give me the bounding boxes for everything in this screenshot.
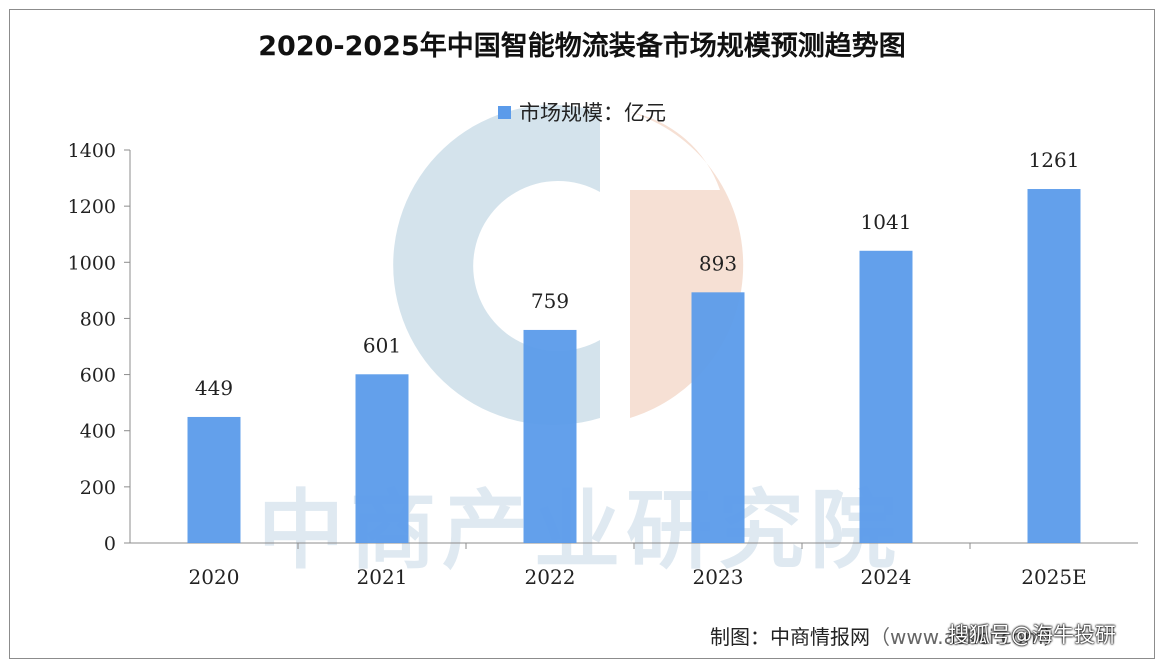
y-tick-label: 400 bbox=[80, 421, 116, 443]
data-label-2025E: 1261 bbox=[1029, 148, 1080, 172]
bars bbox=[187, 189, 1081, 543]
sohu-overlay-text: 搜狐号@海牛投研 bbox=[948, 623, 1116, 647]
x-tick-label-2024: 2024 bbox=[861, 565, 912, 589]
bar-2023 bbox=[691, 292, 745, 543]
x-tick-label-2021: 2021 bbox=[357, 565, 408, 589]
data-label-2022: 759 bbox=[531, 289, 569, 313]
legend: 市场规模：亿元 bbox=[0, 97, 1164, 127]
data-label-2021: 601 bbox=[363, 333, 401, 357]
x-axis-labels: 2020 2021 2022 2023 2024 2025E bbox=[189, 543, 1087, 589]
y-tick-label: 1000 bbox=[68, 252, 116, 274]
data-label-2024: 1041 bbox=[861, 210, 912, 234]
legend-label: 市场规模：亿元 bbox=[519, 101, 666, 125]
data-labels: 449 601 759 893 1041 1261 bbox=[195, 148, 1080, 400]
x-tick-label-2020: 2020 bbox=[189, 565, 240, 589]
legend-swatch bbox=[498, 105, 511, 119]
credit-site: （www.askci.com） bbox=[870, 625, 1064, 649]
watermark-text: 中商产业研究院 bbox=[258, 481, 902, 581]
bar-2025E bbox=[1027, 189, 1081, 543]
y-tick-label: 200 bbox=[80, 477, 116, 499]
chart-title: 2020-2025年中国智能物流装备市场规模预测趋势图 bbox=[258, 31, 906, 62]
data-label-2020: 449 bbox=[195, 376, 233, 400]
credit-label: 制图：中商情报网 bbox=[710, 625, 870, 649]
y-tick-label: 600 bbox=[80, 365, 116, 387]
y-tick-label: 1200 bbox=[68, 196, 116, 218]
bar-2021 bbox=[355, 374, 409, 543]
y-tick-label: 0 bbox=[104, 533, 116, 555]
x-tick-label-2023: 2023 bbox=[693, 565, 744, 589]
watermark-logo-left-arc bbox=[393, 104, 600, 425]
bar-2022 bbox=[523, 329, 577, 543]
credit: 制图：中商情报网（www.askci.com） bbox=[710, 621, 1063, 650]
y-tick-label: 1400 bbox=[68, 140, 116, 162]
x-tick-label-2025E: 2025E bbox=[1021, 565, 1087, 589]
x-tick-label-2022: 2022 bbox=[525, 565, 576, 589]
bar-2020 bbox=[187, 416, 241, 543]
bar-2024 bbox=[859, 250, 913, 543]
watermark-logo: 中商产业研究院 bbox=[258, 104, 902, 581]
y-axis-ticks: 0 200 400 600 800 1000 1200 1400 bbox=[68, 140, 130, 555]
data-label-2023: 893 bbox=[699, 251, 737, 275]
y-tick-label: 800 bbox=[80, 308, 116, 330]
